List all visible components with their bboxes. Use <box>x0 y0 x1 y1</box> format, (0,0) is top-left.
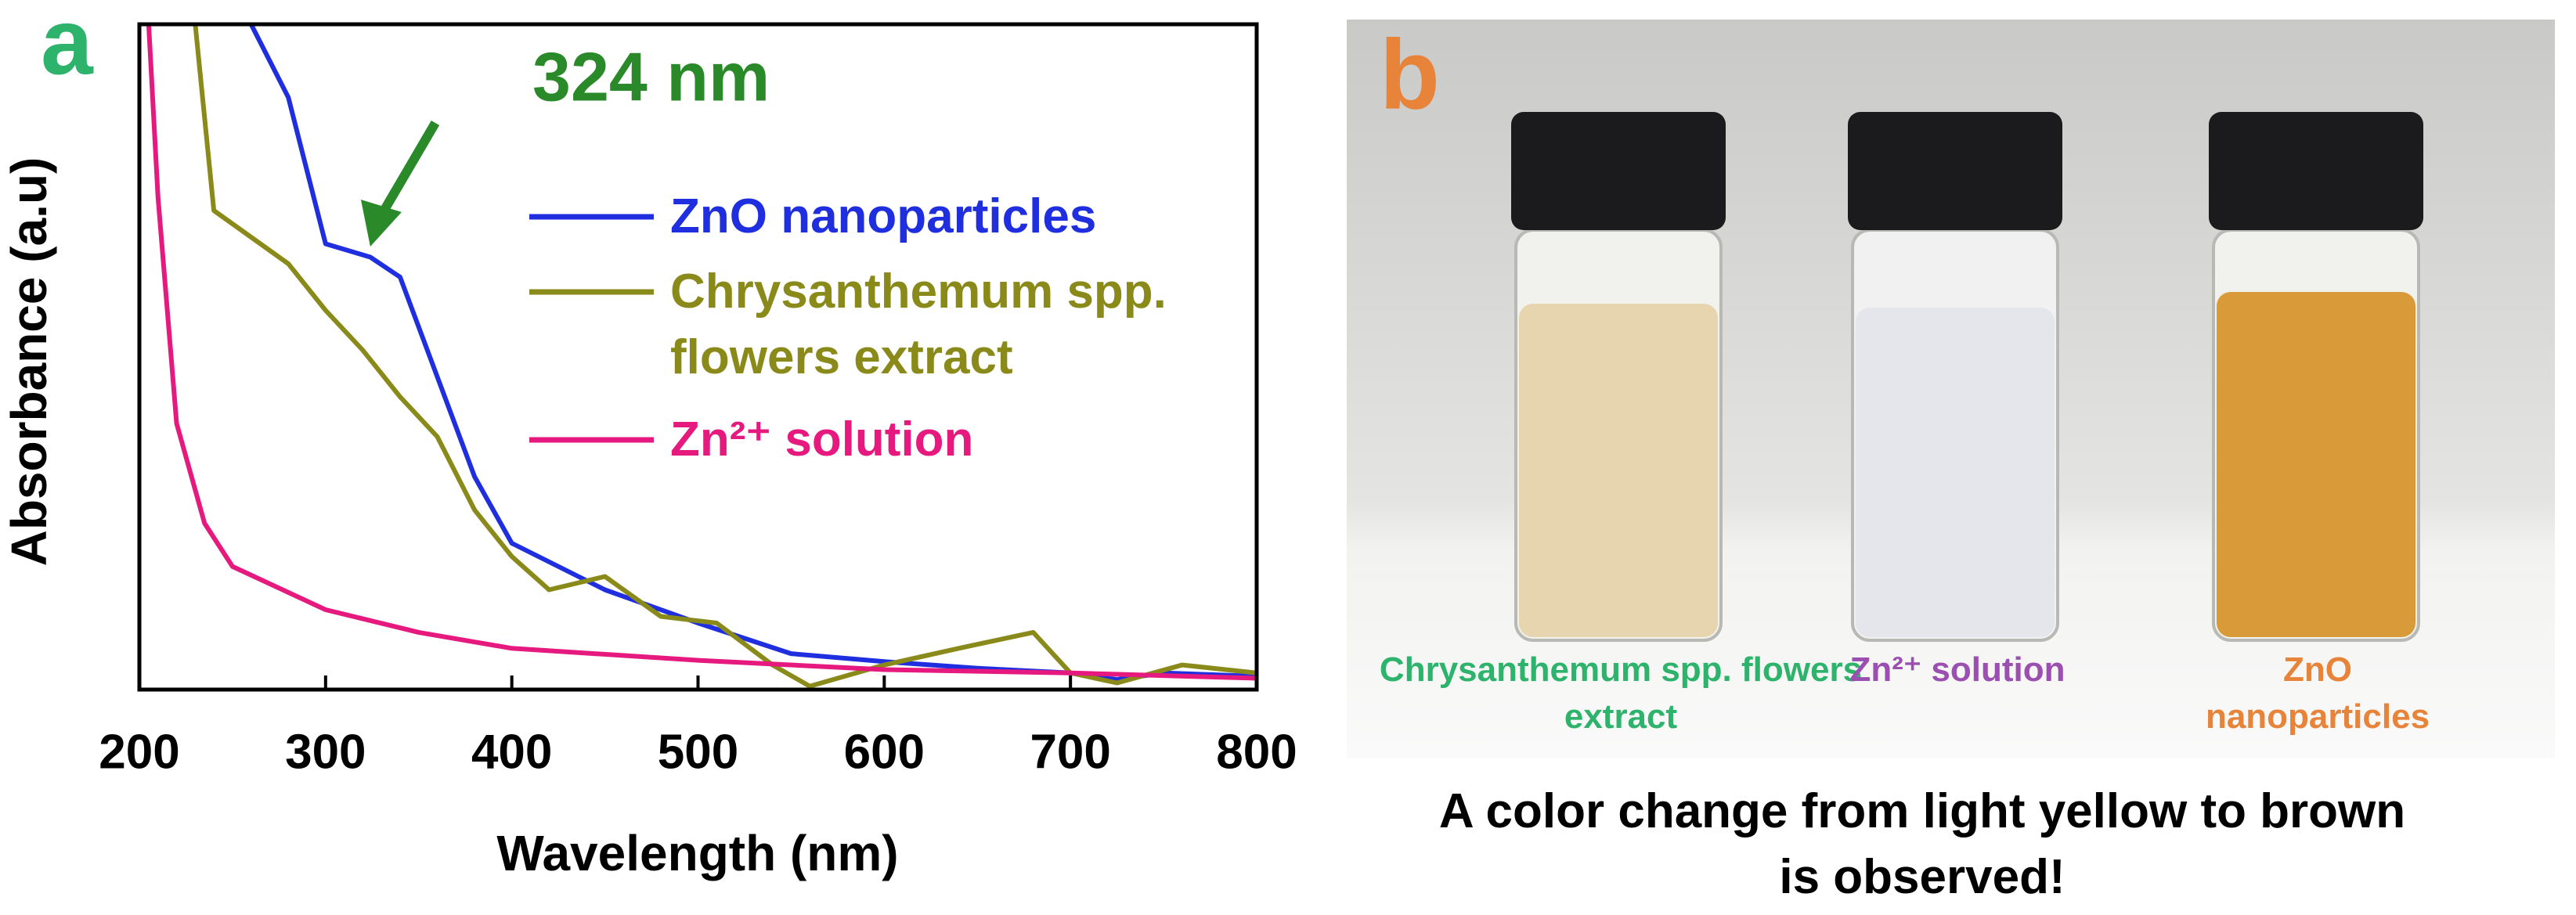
panel-label: a <box>41 0 94 95</box>
x-axis-title: Wavelength (nm) <box>496 825 898 881</box>
legend-label: ZnO nanoparticles <box>670 189 1097 243</box>
legend-label: Zn²⁺ solution <box>670 412 974 467</box>
vial-label: ZnO nanoparticles <box>2205 650 2430 736</box>
x-tick-label: 800 <box>1216 725 1297 779</box>
x-tick-label: 500 <box>658 725 738 779</box>
vial-label: Zn²⁺ solution <box>1849 650 2065 689</box>
series-line <box>146 24 1257 681</box>
legend-label: Chrysanthemum spp. flowers extract <box>670 265 1167 384</box>
plot-frame <box>137 22 1259 692</box>
annotation-arrowhead <box>360 200 402 247</box>
vial <box>2209 112 2423 642</box>
x-tick-label: 700 <box>1030 725 1110 779</box>
plot <box>146 24 1257 689</box>
annotation-arrow <box>377 120 440 218</box>
series-line <box>193 24 1257 689</box>
x-tick-label: 200 <box>99 725 179 779</box>
annotation: 324 nm <box>532 38 770 115</box>
x-tick-label: 600 <box>844 725 925 779</box>
vial <box>1848 112 2062 642</box>
vial-label: Chrysanthemum spp. flowers extract <box>1379 650 1863 736</box>
x-tick-label: 400 <box>471 725 552 779</box>
photo <box>1347 20 2555 758</box>
vial <box>1511 112 1726 642</box>
x-tick-label: 300 <box>285 725 366 779</box>
y-axis-title: Absorbance (a.u) <box>1 157 57 567</box>
panel-label: b <box>1380 19 1440 129</box>
caption: A color change from light yellow to brow… <box>1438 784 2406 904</box>
